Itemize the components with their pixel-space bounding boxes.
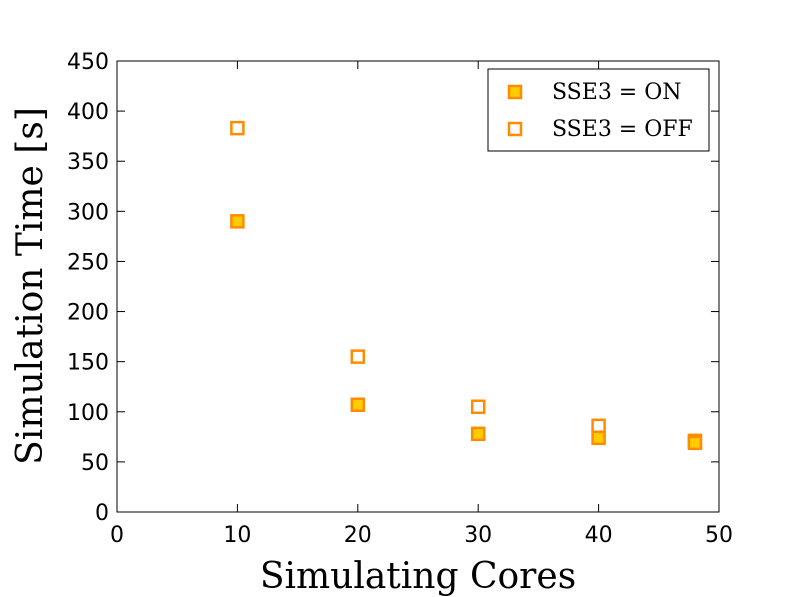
y-tick-label: 50 — [81, 451, 109, 476]
x-tick-label: 40 — [585, 523, 613, 548]
y-tick-label: 250 — [67, 250, 109, 275]
point-sse3-on — [687, 435, 703, 451]
x-axis: 0 10 20 30 40 50 — [110, 61, 733, 548]
y-axis: 0 50 100 150 200 250 300 350 400 450 — [67, 50, 719, 526]
x-tick-label: 0 — [110, 523, 124, 548]
y-tick-label: 0 — [95, 501, 109, 526]
legend-marker-sse3-off — [507, 121, 523, 137]
legend-label-sse3-on: SSE3 = ON — [552, 80, 682, 105]
data-markers — [230, 120, 703, 451]
legend-marker-sse3-on — [507, 84, 523, 100]
legend-label-sse3-off: SSE3 = OFF — [552, 117, 693, 142]
point-sse3-off — [350, 349, 366, 364]
x-tick-label: 30 — [464, 523, 492, 548]
point-sse3-on — [591, 430, 606, 446]
point-sse3-on — [350, 397, 366, 413]
y-tick-label: 100 — [67, 401, 109, 426]
point-sse3-on — [230, 214, 245, 229]
x-axis-title: Simulating Cores — [260, 556, 576, 597]
point-sse3-on — [470, 426, 486, 442]
point-sse3-off — [230, 120, 245, 136]
y-tick-label: 300 — [67, 200, 109, 225]
legend-box — [487, 68, 710, 152]
y-axis-title: Simulation Time [s] — [10, 107, 51, 465]
point-sse3-off — [591, 418, 606, 434]
point-sse3-off — [470, 399, 486, 415]
y-tick-label: 200 — [67, 301, 109, 326]
y-tick-label: 400 — [67, 100, 109, 125]
y-tick-label: 450 — [67, 50, 109, 75]
y-tick-label: 350 — [67, 150, 109, 175]
x-tick-label: 20 — [344, 523, 372, 548]
y-tick-label: 150 — [67, 351, 109, 376]
legend: SSE3 = ON SSE3 = OFF — [487, 68, 710, 152]
x-tick-label: 10 — [223, 523, 251, 548]
x-tick-label: 50 — [705, 523, 733, 548]
